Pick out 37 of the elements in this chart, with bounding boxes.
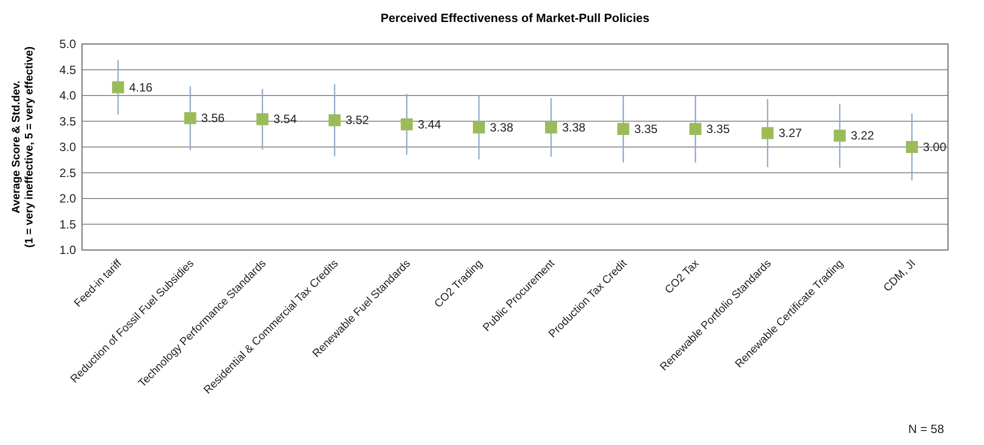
- y-tick-label: 3.0: [59, 140, 76, 154]
- point: [617, 122, 630, 135]
- point: [834, 130, 846, 142]
- point: [472, 121, 485, 134]
- data-label: 3.27: [778, 126, 802, 140]
- data-label: 3.35: [706, 122, 730, 136]
- y-tick-label: 4.0: [59, 88, 76, 102]
- y-tick-label: 5.0: [59, 37, 76, 51]
- chart-title: Perceived Effectiveness of Market-Pull Policies: [380, 11, 650, 25]
- point: [112, 81, 124, 94]
- point: [906, 141, 918, 153]
- data-label: 4.16: [129, 80, 153, 94]
- point: [762, 127, 774, 140]
- y-tick-label: 2.0: [59, 192, 76, 206]
- data-label: 3.00: [922, 140, 947, 154]
- y-tick-label: 4.5: [59, 62, 76, 77]
- y-axis-title: Average Score & Std.dev. (1 = very ineffective, 5 = very effective): [10, 46, 36, 248]
- point: [545, 121, 558, 134]
- data-label: 3.56: [201, 111, 225, 126]
- point: [184, 112, 196, 124]
- text: N = 58: [908, 422, 944, 436]
- point: [256, 113, 268, 126]
- y-tick-label: 1.5: [59, 217, 76, 232]
- data-label: 3.22: [850, 128, 874, 143]
- data-label: 3.52: [346, 113, 370, 128]
- x-tick-label: CO2 Tax: [662, 257, 702, 296]
- data-label: 3.44: [418, 117, 442, 132]
- data-label: 3.54: [273, 112, 298, 126]
- y-tick-label: 2.5: [59, 166, 76, 180]
- point: [328, 114, 341, 126]
- data-label: 3.38: [490, 120, 514, 134]
- y-tick-label: 1.0: [59, 243, 76, 257]
- y-tick-label: 3.5: [59, 114, 76, 128]
- data-label: 3.35: [634, 122, 658, 136]
- point: [400, 118, 413, 130]
- point: [689, 122, 702, 135]
- data-label: 3.38: [562, 120, 586, 134]
